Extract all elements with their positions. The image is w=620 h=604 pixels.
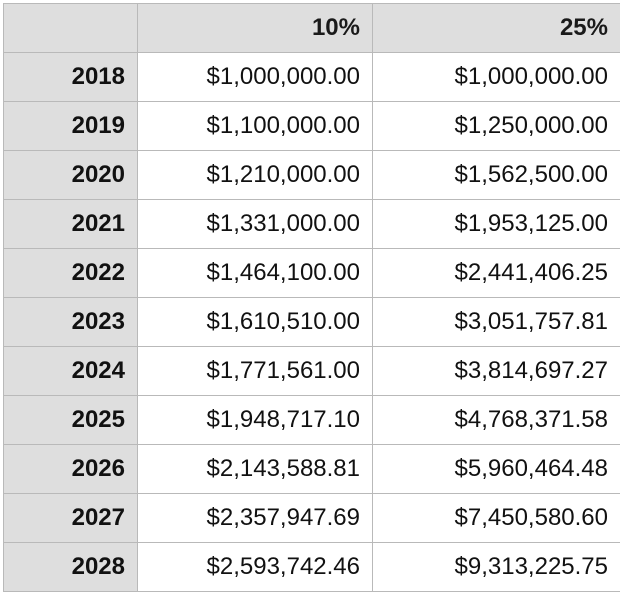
corner-cell[interactable] xyxy=(3,3,138,53)
cell-25-percent[interactable]: $3,814,697.27 xyxy=(372,346,620,396)
cell-25-percent[interactable]: $5,960,464.48 xyxy=(372,444,620,494)
table-row: 2023 $1,610,510.00 $3,051,757.81 xyxy=(3,297,620,347)
table-row: 2021 $1,331,000.00 $1,953,125.00 xyxy=(3,199,620,249)
cell-10-percent[interactable]: $1,771,561.00 xyxy=(137,346,373,396)
cell-25-percent[interactable]: $3,051,757.81 xyxy=(372,297,620,347)
growth-table: 10% 25% 2018 $1,000,000.00 $1,000,000.00… xyxy=(3,3,620,592)
row-header-year[interactable]: 2027 xyxy=(3,493,138,543)
cell-10-percent[interactable]: $1,100,000.00 xyxy=(137,101,373,151)
column-header-25-percent[interactable]: 25% xyxy=(372,3,620,53)
row-header-year[interactable]: 2028 xyxy=(3,542,138,592)
row-header-year[interactable]: 2020 xyxy=(3,150,138,200)
table-row: 2025 $1,948,717.10 $4,768,371.58 xyxy=(3,395,620,445)
table-row: 2028 $2,593,742.46 $9,313,225.75 xyxy=(3,542,620,592)
table-row: 2027 $2,357,947.69 $7,450,580.60 xyxy=(3,493,620,543)
row-header-year[interactable]: 2025 xyxy=(3,395,138,445)
cell-10-percent[interactable]: $2,593,742.46 xyxy=(137,542,373,592)
row-header-year[interactable]: 2023 xyxy=(3,297,138,347)
cell-25-percent[interactable]: $9,313,225.75 xyxy=(372,542,620,592)
row-header-year[interactable]: 2018 xyxy=(3,52,138,102)
row-header-year[interactable]: 2021 xyxy=(3,199,138,249)
table-row: 2024 $1,771,561.00 $3,814,697.27 xyxy=(3,346,620,396)
cell-10-percent[interactable]: $1,210,000.00 xyxy=(137,150,373,200)
row-header-year[interactable]: 2019 xyxy=(3,101,138,151)
cell-25-percent[interactable]: $1,250,000.00 xyxy=(372,101,620,151)
header-row: 10% 25% xyxy=(3,3,620,53)
spreadsheet-grid: 10% 25% 2018 $1,000,000.00 $1,000,000.00… xyxy=(3,3,620,604)
table-row: 2022 $1,464,100.00 $2,441,406.25 xyxy=(3,248,620,298)
column-header-10-percent[interactable]: 10% xyxy=(137,3,373,53)
row-header-year[interactable]: 2022 xyxy=(3,248,138,298)
cell-10-percent[interactable]: $2,357,947.69 xyxy=(137,493,373,543)
cell-25-percent[interactable]: $1,953,125.00 xyxy=(372,199,620,249)
cell-10-percent[interactable]: $2,143,588.81 xyxy=(137,444,373,494)
cell-10-percent[interactable]: $1,610,510.00 xyxy=(137,297,373,347)
cell-25-percent[interactable]: $2,441,406.25 xyxy=(372,248,620,298)
cell-10-percent[interactable]: $1,331,000.00 xyxy=(137,199,373,249)
cell-10-percent[interactable]: $1,464,100.00 xyxy=(137,248,373,298)
cell-25-percent[interactable]: $7,450,580.60 xyxy=(372,493,620,543)
cell-25-percent[interactable]: $4,768,371.58 xyxy=(372,395,620,445)
row-header-year[interactable]: 2026 xyxy=(3,444,138,494)
table-row: 2026 $2,143,588.81 $5,960,464.48 xyxy=(3,444,620,494)
cell-10-percent[interactable]: $1,000,000.00 xyxy=(137,52,373,102)
cell-25-percent[interactable]: $1,562,500.00 xyxy=(372,150,620,200)
cell-10-percent[interactable]: $1,948,717.10 xyxy=(137,395,373,445)
cell-25-percent[interactable]: $1,000,000.00 xyxy=(372,52,620,102)
table-row: 2018 $1,000,000.00 $1,000,000.00 xyxy=(3,52,620,102)
row-header-year[interactable]: 2024 xyxy=(3,346,138,396)
table-row: 2019 $1,100,000.00 $1,250,000.00 xyxy=(3,101,620,151)
table-row: 2020 $1,210,000.00 $1,562,500.00 xyxy=(3,150,620,200)
